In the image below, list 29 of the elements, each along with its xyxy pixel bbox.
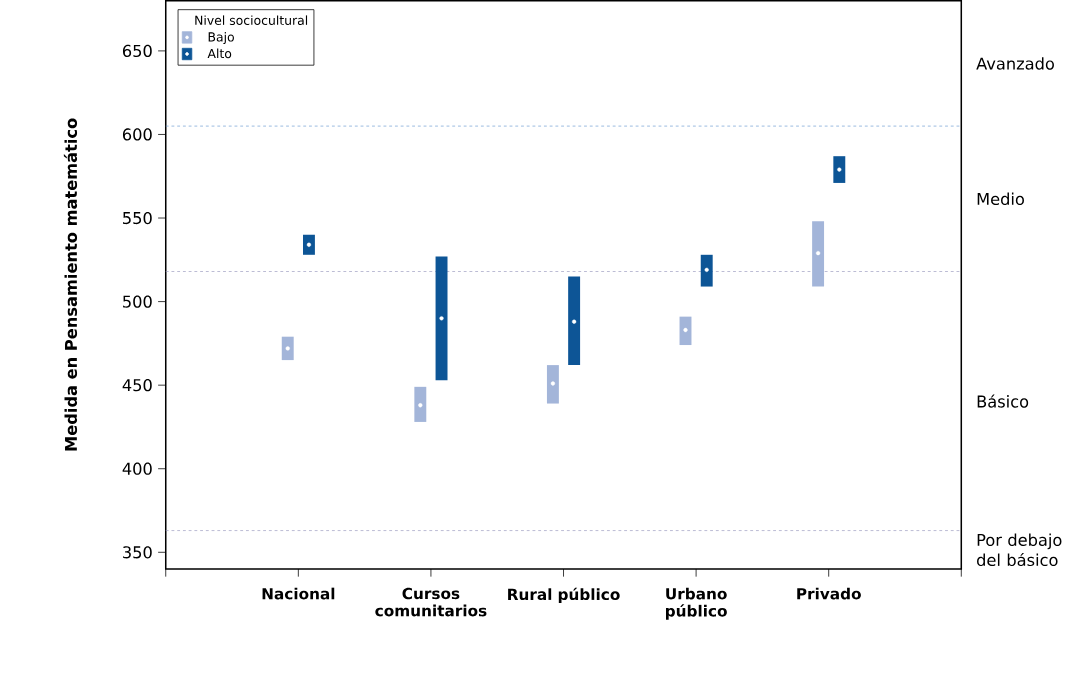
- y-tick-label: 550: [123, 212, 152, 225]
- bar: [414, 387, 427, 423]
- text: Medio: [977, 192, 1024, 206]
- y-tick-label: 400: [122, 462, 152, 476]
- bar: [281, 336, 294, 361]
- text: Avanzado: [976, 57, 1054, 70]
- y-tick-label: 650: [122, 44, 152, 58]
- bar: [568, 276, 581, 366]
- legend-label: Bajo: [208, 32, 234, 45]
- y-tick-label: 500: [123, 295, 152, 308]
- bar: [700, 254, 713, 287]
- x-tick-label: Cursos comunitarios: [375, 587, 487, 617]
- legend-label: Alto: [207, 48, 232, 59]
- x-tick-label: Nacional: [262, 587, 335, 600]
- y-tick-label: 350: [123, 546, 152, 559]
- bar: [546, 365, 559, 404]
- x-tick-label: Privado: [797, 587, 861, 600]
- bar: [302, 234, 315, 255]
- bar: [833, 156, 846, 184]
- bar: [812, 221, 825, 287]
- y-tick-label: 450: [122, 379, 152, 392]
- bar: [435, 256, 448, 381]
- text: Básico: [977, 394, 1029, 408]
- y-tick-label: 600: [122, 128, 152, 141]
- text: Por debajo del básico: [977, 533, 1062, 567]
- x-tick-label: Urbano público: [666, 587, 727, 620]
- y-axis-title: Medida en Pensamiento matemático: [63, 118, 78, 451]
- legend-title: Nivel sociocultural: [195, 15, 308, 26]
- x-tick-label: Rural público: [508, 587, 620, 604]
